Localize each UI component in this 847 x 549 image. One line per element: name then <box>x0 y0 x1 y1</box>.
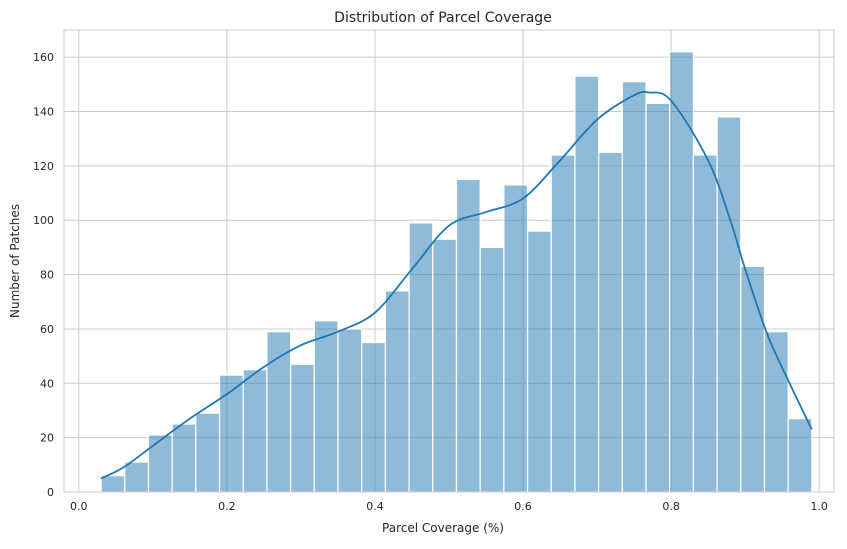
histogram-bar <box>242 369 268 493</box>
x-tick-label: 0.0 <box>70 500 88 513</box>
chart-title: Distribution of Parcel Coverage <box>334 10 552 26</box>
y-axis-label: Number of Patches <box>8 204 22 318</box>
x-tick-label: 0.8 <box>662 500 680 513</box>
histogram-bar <box>313 320 339 493</box>
histogram-bar <box>384 290 410 493</box>
x-tick-label: 0.4 <box>366 500 384 513</box>
histogram-bar <box>621 81 647 493</box>
y-tick-label: 100 <box>33 214 54 227</box>
histogram-bar <box>124 461 150 493</box>
histogram-bar <box>290 363 315 493</box>
y-tick-label: 120 <box>33 160 54 173</box>
histogram-bar <box>479 246 505 493</box>
histogram-bar <box>550 154 576 493</box>
histogram-bar <box>716 116 742 493</box>
histogram-bar <box>787 418 813 493</box>
x-tick-label: 0.6 <box>514 500 532 513</box>
y-tick-label: 20 <box>40 432 54 445</box>
histogram-bar <box>408 222 434 493</box>
histogram-bar <box>147 434 173 493</box>
x-tick-label: 0.2 <box>218 500 236 513</box>
histogram-bar <box>195 412 221 493</box>
y-tick-label: 140 <box>33 106 54 119</box>
y-tick-label: 60 <box>40 323 54 336</box>
histogram-bar <box>266 331 292 493</box>
y-tick-label: 0 <box>47 486 54 499</box>
histogram-bar <box>455 178 481 493</box>
x-tick-label: 1.0 <box>810 500 828 513</box>
histogram-bar <box>669 51 695 493</box>
bars-layer <box>100 51 813 493</box>
histogram-bar <box>361 341 387 493</box>
histogram-bar <box>171 423 197 493</box>
histogram-bar <box>503 184 529 493</box>
plot-frame <box>63 29 835 493</box>
frame-layer <box>63 29 835 493</box>
histogram-bar <box>740 265 766 493</box>
histogram-bar <box>337 328 363 493</box>
kde-layer <box>100 90 813 480</box>
y-tick-label: 40 <box>40 377 54 390</box>
histogram-bar <box>218 374 244 493</box>
histogram-bar <box>645 102 671 493</box>
kde-curve <box>100 90 813 480</box>
histogram-bar <box>598 151 623 493</box>
histogram-bar <box>432 238 458 493</box>
y-tick-label: 160 <box>33 51 54 64</box>
histogram-bar <box>526 230 552 493</box>
x-axis-label: Parcel Coverage (%) <box>382 521 504 535</box>
y-tick-label: 80 <box>40 269 54 282</box>
histogram-bar <box>100 475 126 493</box>
histogram-bar <box>692 154 718 493</box>
ticks-layer: 0.0 0.2 0.4 0.6 0.8 1.0 0 20 40 60 80 100 120 140 160 <box>33 51 828 513</box>
